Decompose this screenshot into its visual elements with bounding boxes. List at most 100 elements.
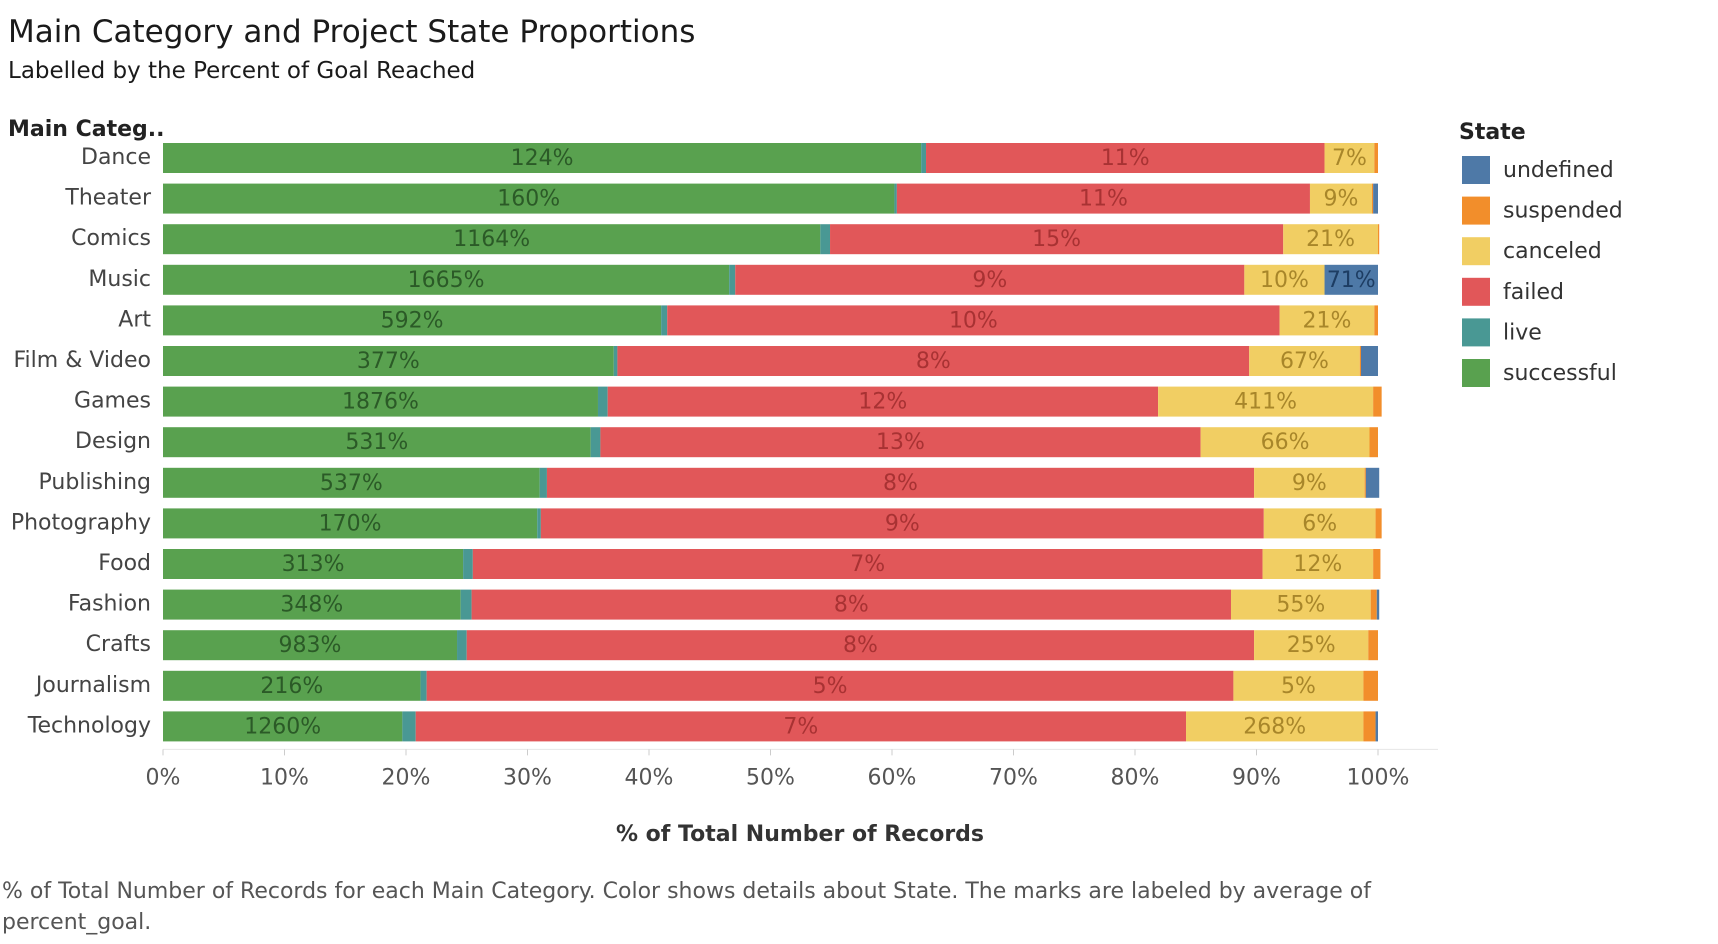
bar-technology-live[interactable] [402, 711, 416, 742]
bar-dance-successful[interactable] [163, 143, 922, 173]
data-label-journalism-canceled: 5% [1281, 674, 1316, 699]
bar-theater-undefined[interactable] [1373, 183, 1378, 214]
bar-music-successful[interactable] [163, 264, 730, 295]
x-tick-label: 60% [868, 765, 917, 790]
legend-title[interactable]: State [1459, 120, 1526, 145]
bar-photography-suspended[interactable] [1375, 508, 1382, 539]
bar-fashion-successful[interactable] [163, 589, 461, 620]
bar-film-video-suspended[interactable] [1359, 346, 1361, 376]
bar-food-canceled[interactable] [1262, 549, 1374, 579]
bar-publishing-undefined[interactable] [1365, 467, 1380, 498]
bar-games-suspended[interactable] [1373, 386, 1382, 417]
bar-photography-successful[interactable] [163, 508, 538, 539]
data-label-theater-canceled: 9% [1323, 187, 1358, 212]
bar-technology-failed[interactable] [415, 711, 1187, 742]
bar-photography-canceled[interactable] [1263, 508, 1376, 539]
bar-theater-canceled[interactable] [1309, 183, 1372, 214]
bar-food-live[interactable] [463, 549, 473, 579]
bar-journalism-suspended[interactable] [1363, 670, 1378, 701]
bar-fashion-suspended[interactable] [1370, 589, 1377, 620]
bar-dance-live[interactable] [921, 143, 927, 173]
bar-comics-suspended[interactable] [1378, 224, 1380, 255]
bar-games-failed[interactable] [607, 386, 1159, 417]
bar-theater-successful[interactable] [163, 183, 895, 214]
bar-music-live[interactable] [729, 264, 736, 295]
bar-fashion-undefined[interactable] [1376, 589, 1380, 620]
bar-theater-live[interactable] [894, 183, 897, 214]
bar-music-undefined[interactable] [1324, 264, 1378, 295]
bar-food-failed[interactable] [472, 549, 1263, 579]
bar-comics-canceled[interactable] [1283, 224, 1378, 255]
legend-swatch-undefined[interactable] [1462, 156, 1490, 184]
bar-dance-suspended[interactable] [1374, 143, 1378, 173]
bar-dance-failed[interactable] [926, 143, 1325, 173]
bar-design-live[interactable] [590, 427, 601, 458]
bar-fashion-canceled[interactable] [1230, 589, 1371, 620]
bar-design-successful[interactable] [163, 427, 591, 458]
bar-technology-undefined[interactable] [1375, 711, 1378, 742]
bar-technology-suspended[interactable] [1363, 711, 1376, 742]
bar-fashion-live[interactable] [460, 589, 472, 620]
data-label-food-failed: 7% [850, 552, 885, 577]
bar-comics-successful[interactable] [163, 224, 821, 255]
bar-technology-canceled[interactable] [1186, 711, 1364, 742]
bar-film-video-canceled[interactable] [1249, 346, 1360, 376]
bar-crafts-live[interactable] [457, 630, 467, 661]
bar-theater-failed[interactable] [896, 183, 1310, 214]
bar-crafts-failed[interactable] [466, 630, 1255, 661]
bar-crafts-successful[interactable] [163, 630, 458, 661]
bar-design-failed[interactable] [600, 427, 1201, 458]
legend-swatch-suspended[interactable] [1462, 196, 1490, 225]
legend-swatch-canceled[interactable] [1462, 237, 1490, 266]
bar-publishing-failed[interactable] [546, 467, 1255, 498]
bar-art-canceled[interactable] [1279, 305, 1375, 336]
bar-design-suspended[interactable] [1369, 427, 1378, 458]
bar-film-video-undefined[interactable] [1360, 346, 1378, 376]
bar-publishing-canceled[interactable] [1254, 467, 1365, 498]
legend-swatch-successful[interactable] [1462, 359, 1490, 387]
category-label-design: Design [75, 429, 151, 454]
bar-publishing-suspended[interactable] [1364, 467, 1366, 498]
bar-comics-live[interactable] [820, 224, 831, 255]
legend-label-successful[interactable]: successful [1503, 361, 1617, 386]
bar-film-video-successful[interactable] [163, 346, 614, 376]
bar-games-canceled[interactable] [1158, 386, 1374, 417]
legend-label-canceled[interactable]: canceled [1503, 239, 1602, 264]
bar-crafts-suspended[interactable] [1368, 630, 1378, 661]
bar-food-suspended[interactable] [1373, 549, 1381, 579]
bar-publishing-successful[interactable] [163, 467, 540, 498]
bar-journalism-failed[interactable] [426, 670, 1234, 701]
bar-dance-canceled[interactable] [1324, 143, 1375, 173]
legend-label-suspended[interactable]: suspended [1503, 199, 1623, 224]
bar-art-live[interactable] [661, 305, 668, 336]
bar-publishing-live[interactable] [539, 467, 547, 498]
bar-theater-suspended[interactable] [1371, 183, 1374, 214]
bar-art-failed[interactable] [667, 305, 1280, 336]
bar-fashion-failed[interactable] [471, 589, 1231, 620]
bar-games-live[interactable] [597, 386, 608, 417]
bar-journalism-successful[interactable] [163, 670, 421, 701]
bar-music-failed[interactable] [735, 264, 1245, 295]
bar-film-video-failed[interactable] [617, 346, 1250, 376]
bar-photography-failed[interactable] [540, 508, 1264, 539]
data-label-design-failed: 13% [876, 430, 925, 455]
bar-crafts-canceled[interactable] [1254, 630, 1369, 661]
legend-swatch-failed[interactable] [1462, 277, 1490, 306]
bar-art-successful[interactable] [163, 305, 662, 336]
bar-games-successful[interactable] [163, 386, 598, 417]
legend-label-failed[interactable]: failed [1503, 280, 1564, 305]
bar-comics-failed[interactable] [830, 224, 1284, 255]
bar-food-successful[interactable] [163, 549, 464, 579]
bar-journalism-live[interactable] [420, 670, 427, 701]
bar-film-video-live[interactable] [613, 346, 618, 376]
legend[interactable]: undefined suspended canceled failed live succ… [1462, 156, 1623, 387]
legend-label-live[interactable]: live [1503, 320, 1542, 345]
bar-journalism-canceled[interactable] [1233, 670, 1364, 701]
bar-art-suspended[interactable] [1374, 305, 1378, 336]
legend-swatch-live[interactable] [1462, 318, 1490, 347]
bar-technology-successful[interactable] [163, 711, 403, 742]
bar-music-canceled[interactable] [1244, 264, 1325, 295]
legend-label-undefined[interactable]: undefined [1503, 158, 1614, 183]
bar-design-canceled[interactable] [1200, 427, 1370, 458]
bar-photography-live[interactable] [537, 508, 541, 539]
